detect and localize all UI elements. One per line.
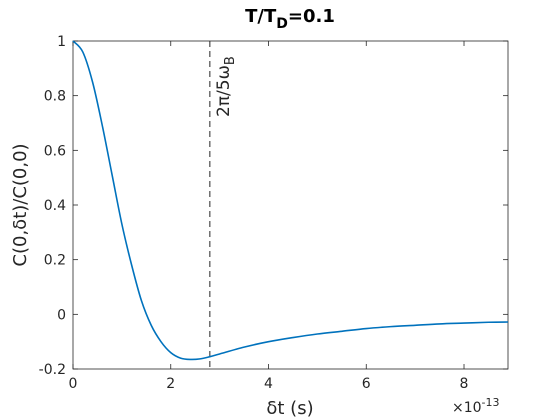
y-tick-label: 0.2 — [44, 253, 66, 269]
x-tick-label: 0 — [69, 376, 78, 392]
title-tail: =0.1 — [288, 6, 335, 27]
series-group — [72, 40, 509, 361]
y-tick-label: 0.8 — [44, 89, 66, 105]
vertical-line-label-base: 2π/5ω — [214, 65, 234, 117]
vertical-marker: 2π/5ωB — [209, 41, 238, 369]
x-tick-label: 8 — [460, 376, 469, 392]
x-axis-label-symbol: δ — [266, 398, 277, 419]
x-axis-label: δt (s) — [266, 398, 313, 419]
y-ticks: -0.2 0 0.2 0.4 0.6 0.8 1 — [39, 34, 508, 378]
title-subscript: D — [276, 16, 288, 32]
x-multiplier-exponent: -13 — [482, 396, 500, 409]
y-tick-label: 0 — [57, 307, 66, 323]
series-line-0 — [72, 40, 509, 361]
x-tick-label: 4 — [264, 376, 273, 392]
title-main: T/T — [245, 6, 277, 27]
y-tick-label: 0.6 — [44, 143, 66, 159]
x-axis-multiplier: ×10-13 — [452, 396, 500, 416]
x-tick-label: 2 — [166, 376, 175, 392]
y-tick-label: -0.2 — [39, 362, 66, 378]
y-axis-label: C(0,δt)/C(0,0) — [10, 143, 31, 266]
plot-area — [72, 40, 509, 370]
y-tick-label: 1 — [57, 34, 66, 50]
chart-title: T/TD=0.1 — [245, 6, 335, 32]
vertical-line-label: 2π/5ωB — [214, 56, 238, 117]
y-tick-label: 0.4 — [44, 198, 66, 214]
x-axis-label-text: t (s) — [277, 398, 313, 419]
vertical-line-label-subscript: B — [223, 56, 238, 65]
x-multiplier-base: ×10 — [452, 400, 482, 416]
x-ticks: 0 2 4 6 8 — [69, 41, 469, 392]
x-tick-label: 6 — [362, 376, 371, 392]
